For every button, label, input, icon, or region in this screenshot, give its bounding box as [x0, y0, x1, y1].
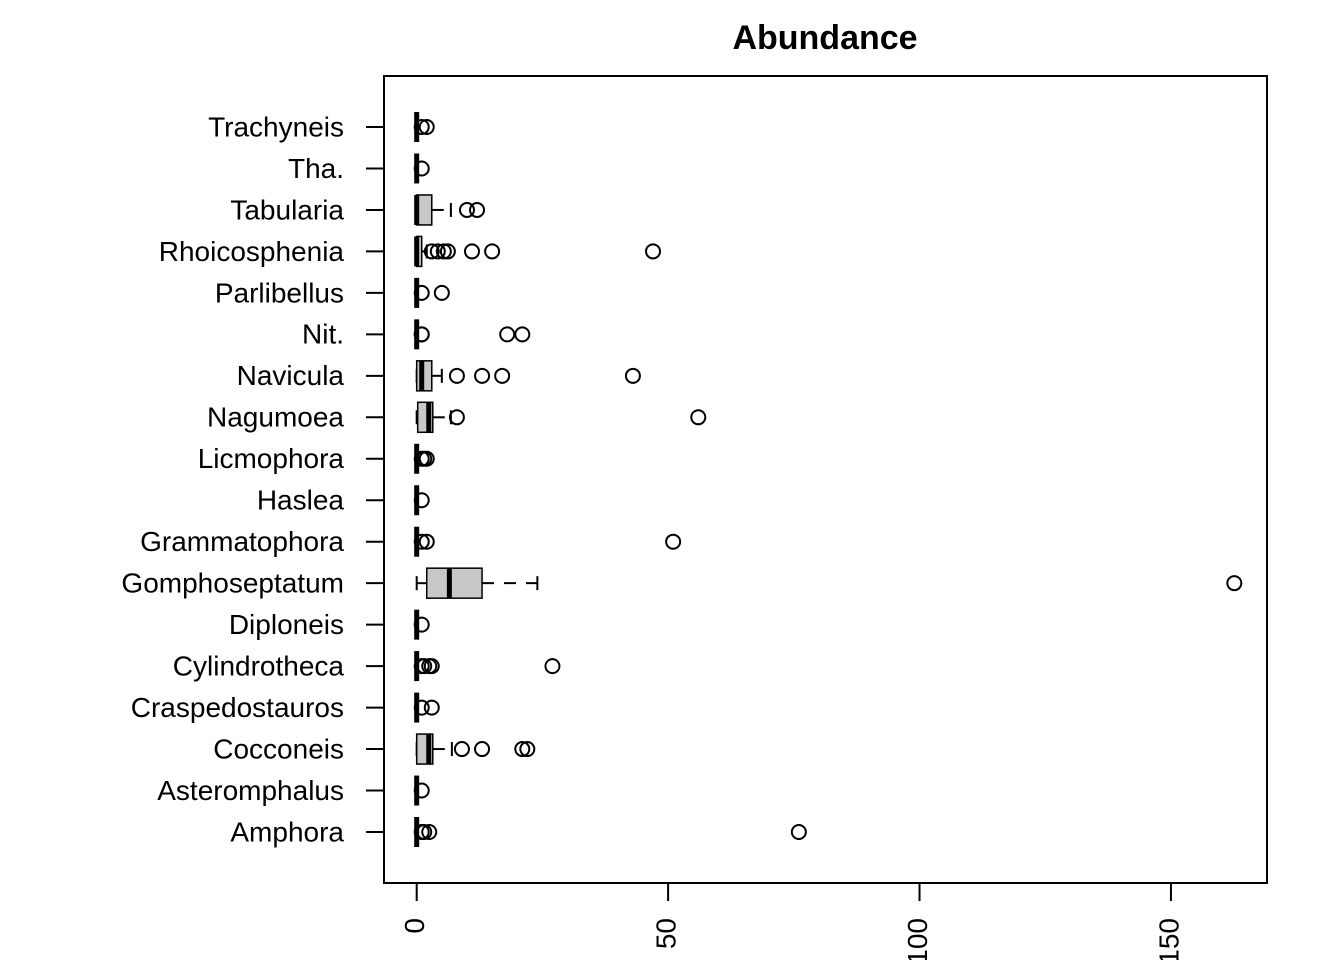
y-tick-label: Amphora	[230, 816, 344, 847]
y-tick-label: Haslea	[257, 485, 345, 516]
outlier	[435, 243, 452, 260]
y-tick-label: Nagumoea	[207, 402, 344, 433]
outlier	[484, 243, 501, 260]
outlier	[463, 243, 480, 260]
y-tick-label: Parlibellus	[215, 277, 344, 308]
x-tick-label: 150	[1153, 918, 1184, 960]
outlier	[690, 409, 707, 426]
chart-title: Abundance	[732, 19, 917, 57]
outlier	[413, 492, 430, 509]
outlier	[474, 741, 491, 758]
x-tick-label: 50	[650, 918, 681, 949]
y-tick-label: Trachyneis	[208, 111, 344, 142]
outlier	[413, 533, 430, 550]
outlier	[645, 243, 662, 260]
y-tick-label: Tha.	[288, 153, 344, 184]
outlier	[418, 533, 435, 550]
y-tick-label: Nit.	[302, 319, 344, 350]
outlier	[418, 450, 435, 467]
outlier	[413, 160, 430, 177]
outlier	[448, 409, 465, 426]
plot-frame	[383, 75, 1268, 884]
y-tick-label: Grammatophora	[140, 526, 344, 557]
outlier	[624, 367, 641, 384]
y-tick-label: Licmophora	[198, 443, 345, 474]
outlier	[448, 367, 465, 384]
outlier	[439, 243, 456, 260]
box	[415, 360, 433, 392]
box	[425, 567, 483, 599]
x-tick-label: 100	[902, 918, 933, 960]
y-tick-label: Navicula	[237, 360, 345, 391]
y-tick-label: Rhoicosphenia	[159, 236, 345, 267]
outlier	[469, 201, 486, 218]
outlier	[458, 201, 475, 218]
outlier	[421, 824, 438, 840]
outlier	[514, 741, 531, 758]
outlier	[416, 824, 433, 840]
outlier	[494, 367, 511, 384]
outlier	[413, 119, 430, 135]
outlier	[423, 699, 440, 716]
y-tick-label: Diploneis	[229, 609, 344, 640]
outlier	[418, 119, 435, 135]
outlier	[413, 284, 430, 301]
y-tick-label: Asteromphalus	[157, 775, 344, 806]
y-tick-label: Gomphoseptatum	[121, 568, 344, 599]
y-tick-label: Cocconeis	[213, 733, 344, 764]
y-tick-label: Tabularia	[230, 194, 344, 225]
outlier	[429, 243, 446, 260]
outlier	[665, 533, 682, 550]
outlier	[413, 326, 430, 343]
outlier	[474, 367, 491, 384]
outlier	[544, 658, 561, 675]
y-tick-label: Cylindrotheca	[173, 651, 345, 682]
outlier	[519, 741, 536, 758]
x-tick-label: 0	[399, 918, 430, 934]
outlier	[433, 284, 450, 301]
outlier	[416, 658, 433, 675]
outlier	[423, 243, 440, 260]
outlier	[1226, 575, 1243, 592]
y-tick-label: Craspedostauros	[131, 692, 344, 723]
outlier	[413, 699, 430, 716]
outlier	[453, 741, 470, 758]
outlier	[514, 326, 531, 343]
outlier	[499, 326, 516, 343]
outlier	[413, 782, 430, 799]
outlier	[423, 658, 440, 675]
outlier	[413, 616, 430, 633]
outlier	[790, 824, 807, 840]
